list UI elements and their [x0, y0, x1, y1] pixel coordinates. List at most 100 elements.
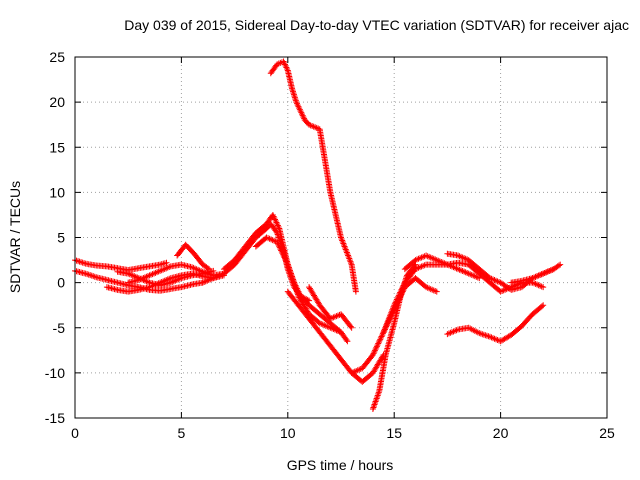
y-tick-label: 5 [57, 230, 65, 246]
y-tick-label: 20 [49, 94, 65, 110]
x-tick-label: 15 [386, 425, 402, 441]
series-9 [252, 234, 351, 345]
data-point [281, 254, 288, 261]
data-point [344, 338, 351, 345]
data-point [386, 316, 393, 323]
data-point [348, 324, 355, 331]
series-10 [267, 58, 359, 295]
data-point [380, 329, 387, 336]
data-point [378, 333, 385, 340]
data-point [274, 239, 281, 246]
data-point [371, 349, 378, 356]
data-point [397, 294, 404, 301]
data-point [557, 261, 564, 268]
data-point [385, 317, 392, 324]
data-point [379, 332, 386, 339]
data-point [376, 337, 383, 344]
data-point [280, 251, 287, 258]
series-15 [380, 275, 440, 336]
y-tick-label: 10 [49, 184, 65, 200]
series-12 [306, 284, 355, 331]
y-axis-label: SDTVAR / TECUs [7, 181, 23, 293]
data-point [540, 302, 547, 309]
data-point [372, 346, 379, 353]
series-18 [508, 261, 564, 286]
y-tick-label: 25 [49, 49, 65, 65]
y-tick-label: -10 [45, 365, 65, 381]
data-point [391, 305, 398, 312]
data-point [274, 240, 281, 247]
data-point [476, 275, 483, 282]
data-point [379, 330, 386, 337]
data-point [540, 284, 547, 291]
data-point [277, 246, 284, 253]
data-point [384, 320, 391, 327]
data-point [392, 303, 399, 310]
data-point [400, 286, 407, 293]
series-11 [284, 288, 387, 385]
data-point [369, 351, 376, 358]
chart-title: Day 039 of 2015, Sidereal Day-to-day VTE… [124, 17, 629, 33]
data-point [282, 255, 289, 262]
data-point [374, 341, 381, 348]
series-4 [103, 270, 227, 295]
data-point [393, 301, 400, 308]
data-point [397, 292, 404, 299]
data-point [278, 247, 285, 254]
data-point [395, 296, 402, 303]
data-point [370, 350, 377, 357]
data-point [275, 241, 282, 248]
data-point [393, 302, 400, 309]
y-tick-label: -15 [45, 410, 65, 426]
data-point [352, 288, 359, 295]
data-point [206, 266, 213, 273]
data-point [377, 336, 384, 343]
x-tick-label: 20 [493, 425, 509, 441]
data-point [278, 248, 285, 255]
data-point [282, 257, 289, 264]
data-point [204, 265, 211, 272]
data-point [399, 288, 406, 295]
series-6 [174, 241, 213, 273]
data-point [375, 340, 382, 347]
x-tick-label: 0 [71, 425, 79, 441]
data-point [399, 289, 406, 296]
data-point [538, 303, 545, 310]
grid-lines [75, 57, 607, 418]
data-point [388, 312, 395, 319]
data-point [383, 323, 390, 330]
y-tick-label: 15 [49, 139, 65, 155]
data-point [373, 343, 380, 350]
data-point [398, 291, 405, 298]
series-19 [444, 302, 547, 345]
data-point [163, 259, 170, 266]
data-point [279, 250, 286, 257]
data-point [347, 323, 354, 330]
data-point [433, 288, 440, 295]
data-point [396, 295, 403, 302]
x-tick-label: 10 [280, 425, 296, 441]
data-point [375, 339, 382, 346]
data-point [391, 306, 398, 313]
data-point [389, 309, 396, 316]
data-point [373, 344, 380, 351]
data-point [382, 325, 389, 332]
x-tick-label: 25 [599, 425, 615, 441]
x-axis-label: GPS time / hours [287, 457, 394, 473]
data-point [394, 299, 401, 306]
data-point [381, 326, 388, 333]
data-point [371, 347, 378, 354]
axis-ticks: 0 5 10 15 20 25 -15 -10 -5 0 5 10 15 20 25 [45, 49, 615, 441]
data-point [280, 253, 287, 260]
data-series-points [72, 58, 564, 412]
series-16 [401, 252, 483, 282]
data-point [390, 308, 397, 315]
data-point [389, 310, 396, 317]
data-point [383, 322, 390, 329]
data-point [385, 319, 392, 326]
data-point [387, 313, 394, 320]
data-point [284, 260, 291, 267]
data-point [343, 336, 350, 343]
